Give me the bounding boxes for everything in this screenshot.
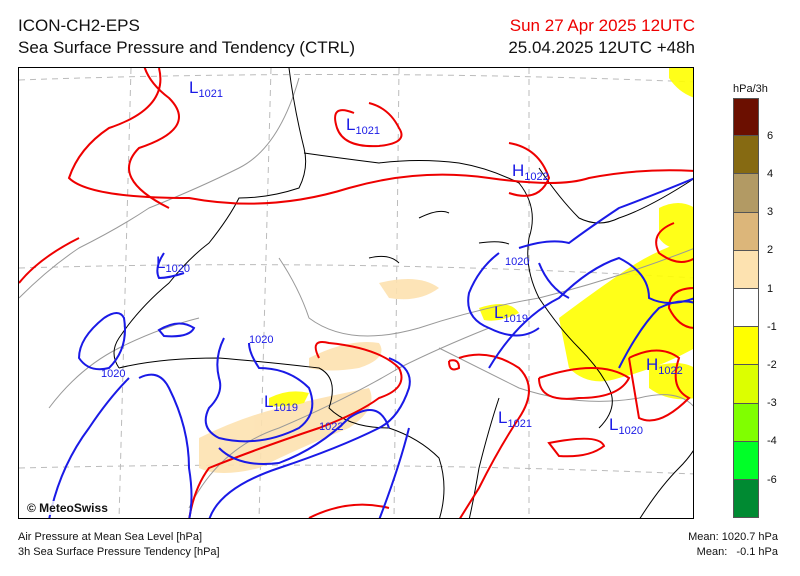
colorbar-tick: 4 (767, 168, 774, 180)
colorbar-segment (733, 403, 759, 442)
svg-text:L1020: L1020 (156, 253, 190, 275)
model-name: ICON-CH2-EPS (18, 16, 140, 35)
svg-text:1022: 1022 (319, 421, 343, 433)
colorbar-segment (733, 288, 759, 328)
tendency-shading (199, 68, 693, 473)
svg-text:L1021: L1021 (498, 408, 532, 430)
colorbar-tick: 1 (767, 283, 774, 295)
mean-pressure: Mean: 1020.7 hPa (688, 531, 778, 543)
isobar-value-labels: 1020 1020 1020 1022 (101, 256, 529, 433)
forecast-map[interactable]: L1021 L1021 H1022 L1020 L1019 L1019 L102… (18, 67, 694, 519)
footer-tendency-label: 3h Sea Surface Pressure Tendency [hPa] (18, 546, 220, 558)
svg-text:L1021: L1021 (189, 78, 223, 100)
mean-tendency: Mean: -0.1 hPa (696, 546, 778, 558)
colorbar-segment (733, 365, 759, 404)
colorbar-segment (733, 250, 759, 289)
legend-unit: hPa/3h (733, 83, 768, 95)
pressure-system-labels: L1021 L1021 H1022 L1020 L1019 L1019 L102… (156, 78, 683, 437)
colorbar-segment (733, 479, 759, 519)
copyright-label: © MeteoSwiss (25, 501, 110, 515)
national-borders (113, 68, 693, 518)
colorbar-tick: -2 (767, 359, 777, 371)
colorbar-tick: 6 (767, 130, 774, 142)
run-time: 25.04.2025 12UTC +48h (508, 38, 695, 57)
colorbar-segment (733, 174, 759, 213)
colorbar-segment (733, 98, 759, 137)
colorbar (733, 98, 759, 519)
svg-text:L1020: L1020 (609, 415, 643, 437)
isobars-blue (48, 177, 693, 518)
svg-text:1020: 1020 (249, 334, 273, 346)
colorbar-segment (733, 136, 759, 175)
valid-time: Sun 27 Apr 2025 12UTC (509, 16, 695, 35)
colorbar-tick: -4 (767, 435, 777, 447)
regional-borders (19, 77, 693, 509)
colorbar-tick: -3 (767, 397, 777, 409)
colorbar-tick: 3 (767, 206, 774, 218)
isobars-red (19, 68, 693, 518)
svg-text:1020: 1020 (101, 368, 125, 380)
product-title: Sea Surface Pressure and Tendency (CTRL) (18, 38, 356, 57)
colorbar-segment (733, 212, 759, 251)
map-canvas: L1021 L1021 H1022 L1020 L1019 L1019 L102… (19, 68, 693, 518)
colorbar-tick: -6 (767, 474, 777, 486)
colorbar-segment (733, 441, 759, 480)
svg-text:1020: 1020 (505, 256, 529, 268)
svg-text:L1021: L1021 (346, 115, 380, 137)
footer-pressure-label: Air Pressure at Mean Sea Level [hPa] (18, 531, 203, 543)
colorbar-segment (733, 327, 759, 366)
colorbar-tick: -1 (767, 321, 777, 333)
colorbar-tick: 2 (767, 244, 774, 256)
